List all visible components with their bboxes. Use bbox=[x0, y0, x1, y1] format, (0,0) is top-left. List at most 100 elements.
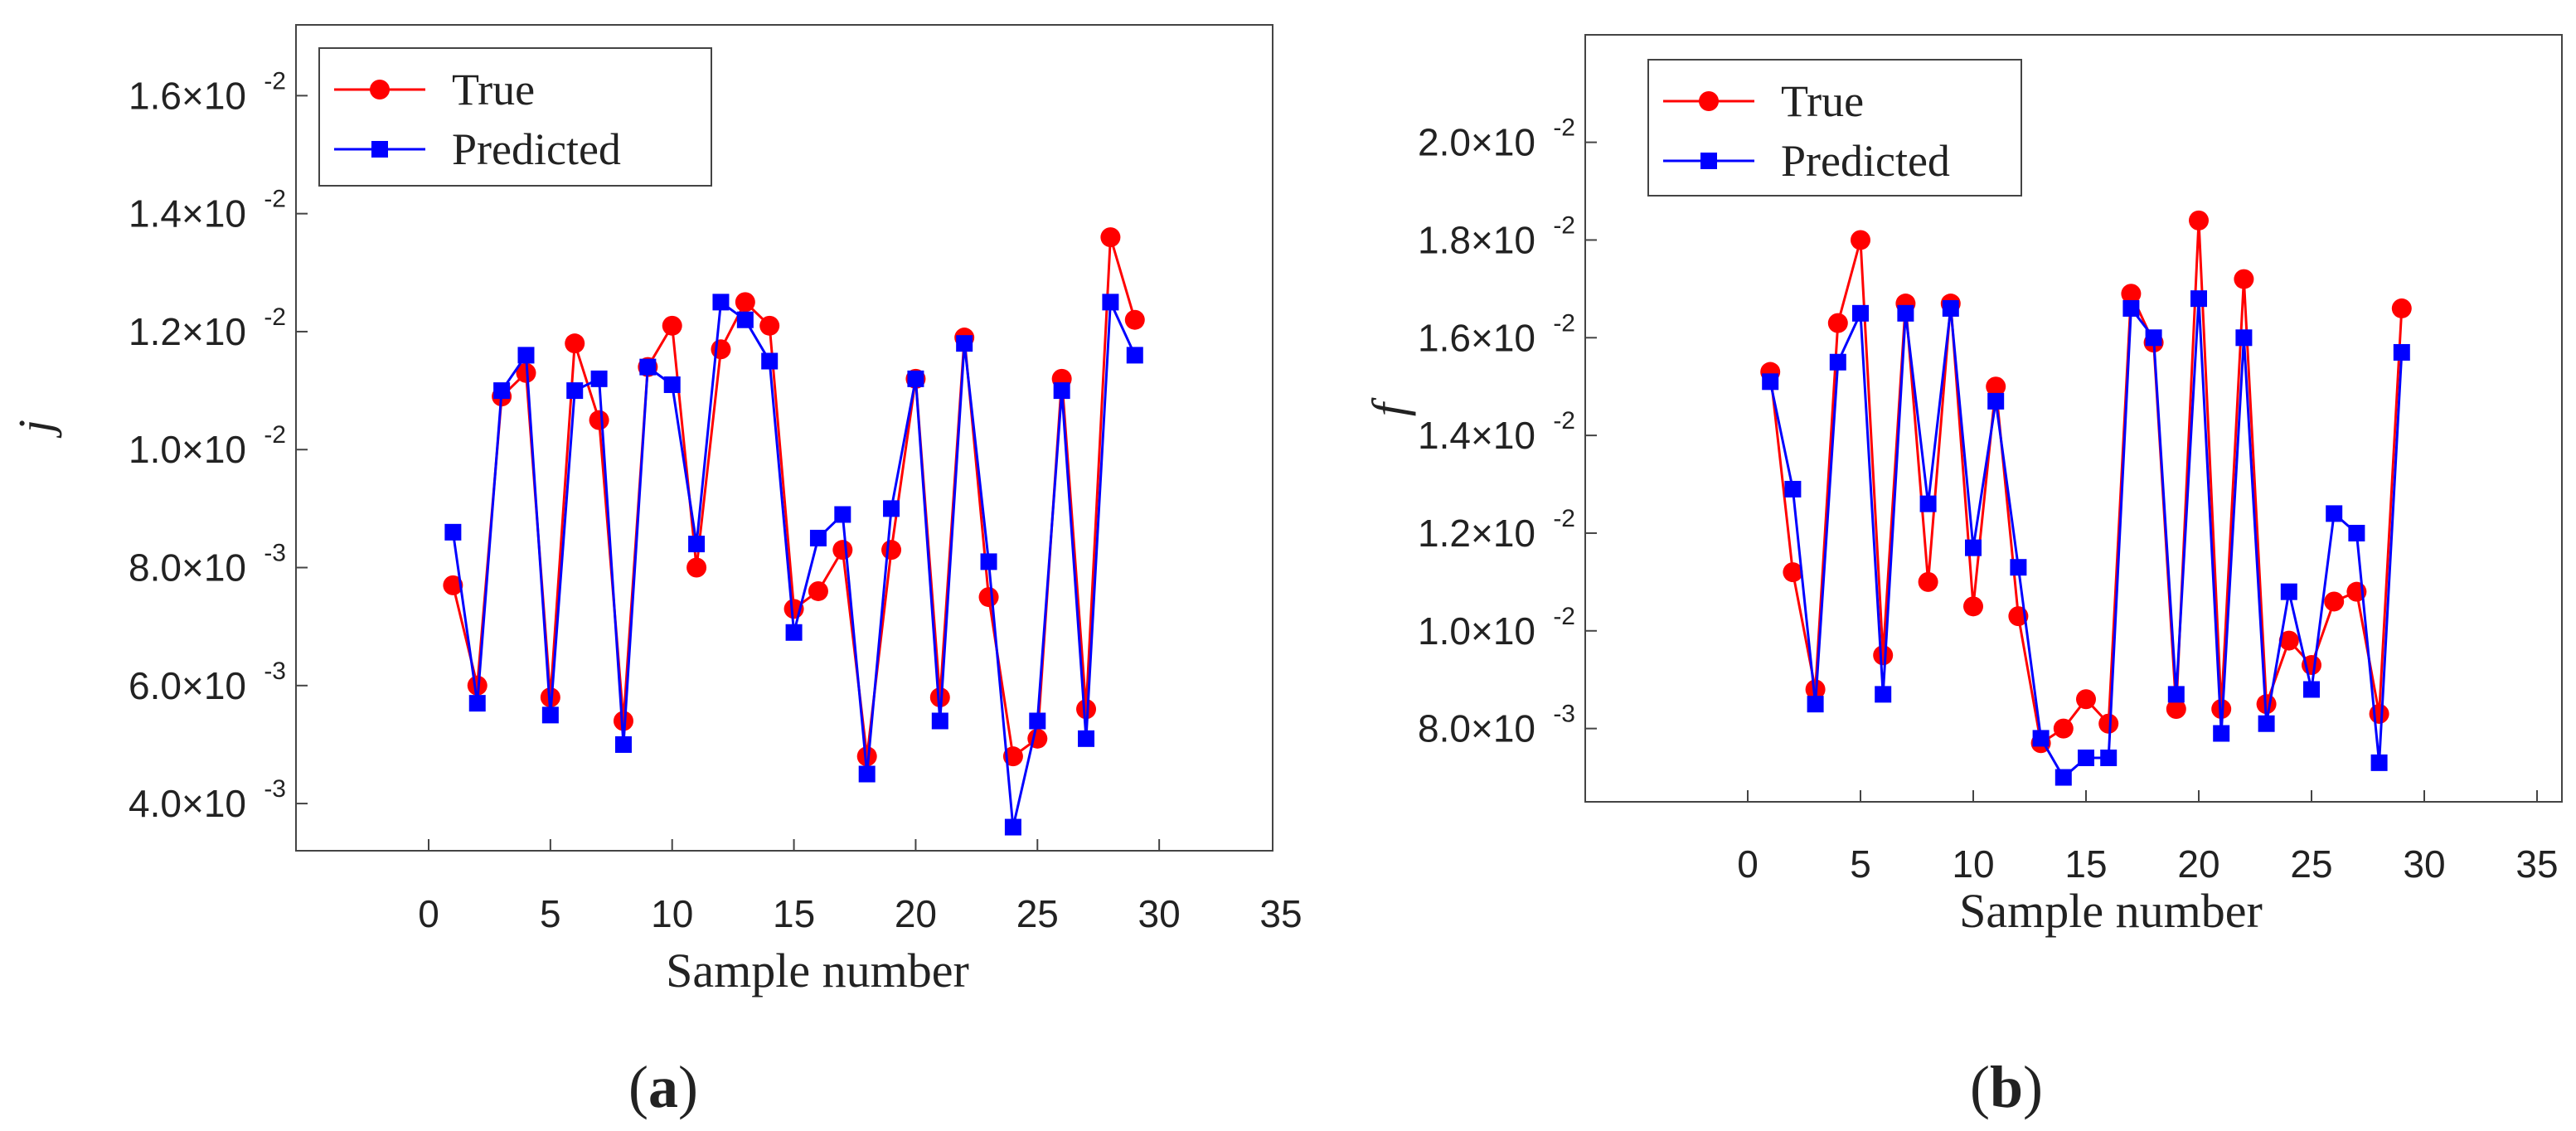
data-point-predicted bbox=[639, 358, 657, 376]
data-point-true bbox=[1986, 376, 2006, 397]
data-point-predicted bbox=[2370, 754, 2388, 771]
data-point-predicted bbox=[468, 695, 486, 712]
data-point-predicted bbox=[1965, 539, 1982, 556]
data-point-true bbox=[1963, 596, 1983, 617]
data-point-predicted bbox=[1875, 686, 1892, 703]
data-point-predicted bbox=[2032, 730, 2050, 747]
data-point-true bbox=[1124, 309, 1145, 330]
data-point-predicted bbox=[1053, 382, 1070, 400]
data-point-predicted bbox=[688, 536, 706, 553]
data-point-predicted bbox=[1942, 299, 1959, 317]
data-point-predicted bbox=[590, 370, 608, 387]
data-point-predicted bbox=[566, 382, 584, 400]
data-point-true bbox=[1873, 645, 1894, 666]
data-point-predicted bbox=[493, 382, 511, 400]
y-tick-label: 1.0×10 bbox=[1418, 609, 1535, 653]
data-point-predicted bbox=[2326, 505, 2343, 522]
data-point-predicted bbox=[883, 500, 900, 517]
data-point-predicted bbox=[785, 624, 803, 641]
data-point-true bbox=[2278, 630, 2299, 651]
data-point-predicted bbox=[1852, 304, 1869, 322]
x-tick-label: 30 bbox=[1138, 892, 1181, 935]
x-axis-title: Sample number bbox=[1959, 884, 2263, 938]
y-tick-exponent: -2 bbox=[264, 303, 286, 331]
y-tick-exponent: -2 bbox=[1553, 603, 1575, 630]
data-point-predicted bbox=[2078, 749, 2094, 766]
y-tick-exponent: -3 bbox=[264, 658, 286, 685]
panel-label: (b) bbox=[1970, 1054, 2043, 1120]
y-tick-exponent: -2 bbox=[1553, 211, 1575, 239]
panel-label: (a) bbox=[628, 1054, 698, 1120]
y-tick-label: 6.0×10 bbox=[129, 664, 246, 707]
y-tick-mantissa: 6.0×10 bbox=[129, 664, 246, 707]
y-tick-mantissa: 1.8×10 bbox=[1418, 218, 1535, 261]
y-tick-exponent: -2 bbox=[1553, 505, 1575, 532]
data-point-true bbox=[2211, 699, 2232, 720]
data-point-predicted bbox=[712, 294, 730, 311]
legend: True Predicted bbox=[318, 47, 712, 187]
y-tick-label: 1.2×10 bbox=[129, 310, 246, 353]
data-point-true bbox=[2234, 269, 2254, 289]
y-tick-label: 1.4×10 bbox=[1418, 414, 1535, 457]
data-point-true bbox=[2189, 210, 2209, 231]
y-tick-label: 1.6×10 bbox=[129, 74, 246, 117]
data-point-predicted bbox=[1919, 495, 1937, 512]
series-predicted bbox=[444, 294, 1143, 836]
x-tick-label: 10 bbox=[651, 892, 693, 935]
y-tick-exponent: -3 bbox=[264, 540, 286, 567]
x-tick-label: 5 bbox=[1850, 842, 1871, 886]
legend-label: True bbox=[452, 65, 535, 114]
data-point-predicted bbox=[2213, 725, 2230, 742]
data-point-true bbox=[2098, 713, 2119, 734]
y-tick-exponent: -2 bbox=[1553, 407, 1575, 434]
y-tick-mantissa: 4.0×10 bbox=[129, 782, 246, 825]
data-point-predicted bbox=[1784, 480, 1802, 498]
data-point-true bbox=[565, 333, 585, 354]
data-point-true bbox=[662, 315, 682, 336]
data-point-predicted bbox=[1102, 294, 1119, 311]
y-tick-label: 1.6×10 bbox=[1418, 316, 1535, 359]
y-tick-mantissa: 1.4×10 bbox=[1418, 414, 1535, 457]
data-point-true bbox=[1918, 571, 1938, 592]
y-tick-label: 2.0×10 bbox=[1418, 121, 1535, 164]
x-tick-label: 15 bbox=[2064, 842, 2107, 886]
data-point-true bbox=[686, 557, 707, 578]
y-tick-label: 8.0×10 bbox=[1418, 707, 1535, 750]
y-tick-mantissa: 8.0×10 bbox=[1418, 707, 1535, 750]
data-point-predicted bbox=[1897, 304, 1914, 322]
data-point-predicted bbox=[931, 712, 948, 730]
y-tick-mantissa: 1.2×10 bbox=[1418, 512, 1535, 555]
x-tick-label: 20 bbox=[895, 892, 937, 935]
panel-label-open: ( bbox=[628, 1054, 648, 1120]
y-tick-label: 1.2×10 bbox=[1418, 512, 1535, 555]
legend-label: Predicted bbox=[452, 124, 621, 174]
data-point-true bbox=[443, 575, 463, 595]
data-point-true bbox=[1027, 728, 1048, 749]
data-point-predicted bbox=[1829, 353, 1846, 371]
data-point-true bbox=[2121, 284, 2142, 304]
x-tick-label: 35 bbox=[1259, 892, 1302, 935]
y-tick-exponent: -2 bbox=[264, 421, 286, 449]
y-tick-label: 1.8×10 bbox=[1418, 218, 1535, 261]
y-axis-title: j bbox=[8, 420, 62, 439]
y-tick-exponent: -3 bbox=[1553, 701, 1575, 728]
data-point-true bbox=[711, 339, 731, 360]
data-point-true bbox=[856, 746, 877, 767]
legend-label: Predicted bbox=[1781, 136, 1950, 186]
data-point-predicted bbox=[1987, 392, 2005, 410]
data-point-true bbox=[759, 315, 780, 336]
series-predicted bbox=[1762, 290, 2410, 786]
panel-label-close: ) bbox=[2023, 1054, 2043, 1120]
y-tick-exponent: -2 bbox=[1553, 309, 1575, 337]
x-tick-label: 35 bbox=[2515, 842, 2558, 886]
data-point-true bbox=[832, 540, 853, 561]
x-tick-label: 20 bbox=[2177, 842, 2219, 886]
data-point-predicted bbox=[2167, 686, 2185, 703]
data-point-true bbox=[2053, 718, 2074, 739]
data-point-predicted bbox=[2393, 343, 2410, 361]
data-point-true bbox=[2391, 298, 2412, 318]
data-point-true bbox=[1851, 230, 1870, 250]
data-point-true bbox=[2369, 703, 2389, 724]
y-tick-mantissa: 1.0×10 bbox=[129, 428, 246, 471]
y-tick-mantissa: 2.0×10 bbox=[1418, 121, 1535, 164]
